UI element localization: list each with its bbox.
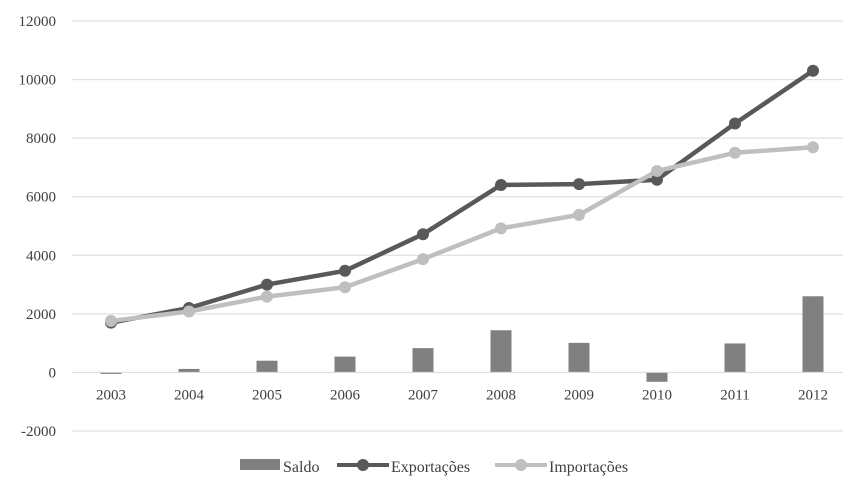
legend-swatch-saldo bbox=[240, 459, 280, 470]
y-tick-label: 4000 bbox=[26, 248, 56, 264]
x-tick-label: 2005 bbox=[252, 387, 282, 403]
y-tick-label: 6000 bbox=[26, 190, 56, 206]
x-tick-label: 2011 bbox=[720, 387, 749, 403]
x-axis-ticks: 2003 2004 2005 2006 2007 2008 2009 2010 2011 2012 bbox=[96, 387, 828, 403]
y-tick-label: 12000 bbox=[19, 14, 57, 30]
x-tick-label: 2008 bbox=[486, 387, 516, 403]
bar-saldo bbox=[100, 372, 122, 374]
line-exportacoes bbox=[108, 68, 816, 325]
point-exportacoes bbox=[573, 178, 585, 191]
bar-series bbox=[100, 296, 824, 382]
point-importacoes bbox=[339, 281, 351, 294]
y-tick-label: 0 bbox=[49, 365, 57, 381]
bar-saldo bbox=[178, 368, 200, 373]
y-tick-label: 8000 bbox=[26, 131, 56, 147]
point-exportacoes bbox=[651, 173, 663, 186]
point-importacoes bbox=[573, 208, 585, 221]
bar-saldo bbox=[412, 348, 434, 373]
line-importacoes bbox=[108, 144, 816, 324]
point-importacoes bbox=[495, 222, 507, 235]
line-series bbox=[105, 64, 819, 329]
bar-saldo bbox=[802, 296, 824, 373]
point-exportacoes bbox=[417, 228, 429, 241]
x-tick-label: 2006 bbox=[330, 387, 361, 403]
y-tick-label: -2000 bbox=[21, 424, 56, 440]
point-importacoes bbox=[105, 314, 117, 327]
legend: Saldo Exportações Importações bbox=[240, 459, 628, 476]
point-importacoes bbox=[807, 141, 819, 154]
x-tick-label: 2007 bbox=[408, 387, 439, 403]
point-importacoes bbox=[417, 253, 429, 266]
bar-saldo bbox=[334, 356, 356, 373]
legend-marker-exportacoes bbox=[357, 459, 369, 471]
point-exportacoes bbox=[729, 117, 741, 130]
bar-saldo bbox=[724, 343, 746, 373]
bar-saldo bbox=[568, 342, 590, 373]
point-exportacoes bbox=[807, 64, 819, 77]
x-tick-label: 2009 bbox=[564, 387, 594, 403]
bar-saldo bbox=[490, 330, 512, 373]
point-exportacoes bbox=[261, 278, 273, 291]
point-importacoes bbox=[729, 146, 741, 159]
bar-saldo bbox=[256, 360, 278, 373]
y-tick-label: 10000 bbox=[19, 73, 57, 89]
point-exportacoes bbox=[339, 264, 351, 277]
x-tick-label: 2012 bbox=[798, 387, 828, 403]
legend-label-saldo: Saldo bbox=[283, 459, 319, 476]
point-importacoes bbox=[651, 164, 663, 177]
point-exportacoes bbox=[495, 179, 507, 191]
x-tick-label: 2004 bbox=[174, 387, 205, 403]
x-tick-label: 2010 bbox=[642, 387, 672, 403]
x-tick-label: 2003 bbox=[96, 387, 126, 403]
bar-saldo bbox=[646, 372, 668, 382]
point-importacoes bbox=[261, 290, 273, 303]
legend-marker-importacoes bbox=[515, 459, 527, 471]
y-tick-label: 2000 bbox=[26, 307, 56, 323]
legend-label-exportacoes: Exportações bbox=[391, 459, 470, 476]
legend-label-importacoes: Importações bbox=[549, 459, 628, 476]
point-importacoes bbox=[183, 305, 195, 318]
y-axis-ticks: -2000 0 2000 4000 6000 8000 10000 12000 bbox=[19, 14, 57, 440]
gridlines bbox=[72, 20, 843, 432]
